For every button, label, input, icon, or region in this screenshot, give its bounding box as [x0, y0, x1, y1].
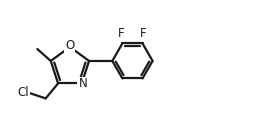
Text: F: F: [140, 27, 147, 40]
Text: Cl: Cl: [18, 86, 29, 99]
Text: O: O: [65, 40, 75, 52]
Text: N: N: [78, 78, 87, 90]
Text: F: F: [118, 27, 125, 40]
